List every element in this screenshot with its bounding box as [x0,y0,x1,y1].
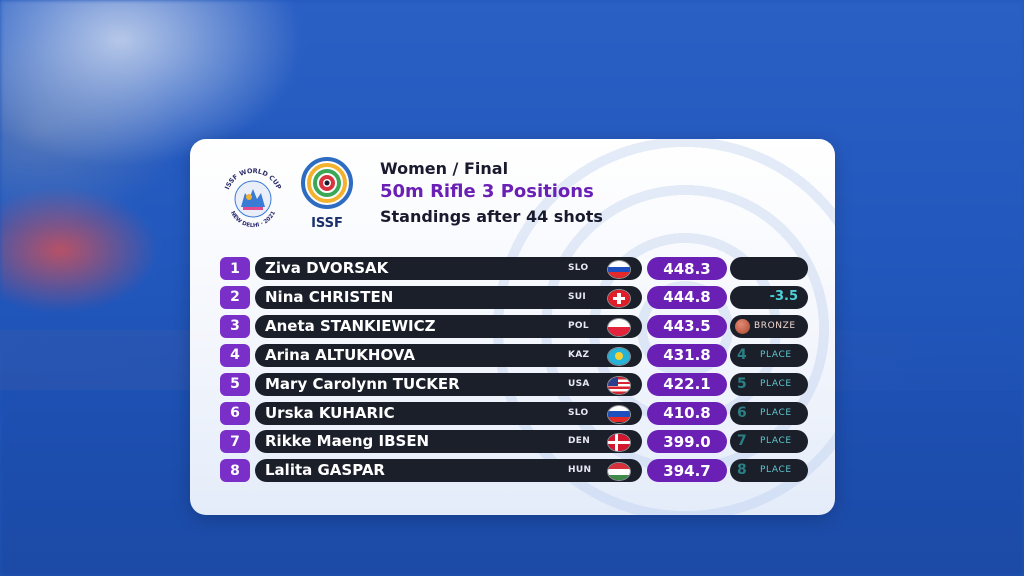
score-value: 443.5 [647,314,727,338]
place-label: PLACE [760,349,792,360]
athlete-name: Lalita GASPAR [265,461,385,480]
status-pill: 4 PLACE [730,343,808,367]
standings-caption: Standings after 44 shots [380,207,603,226]
rank-badge: 4 [220,343,250,367]
nation-code: KAZ [568,349,590,360]
athlete-bar: Nina CHRISTEN SUI [255,285,642,309]
nation-code: DEN [568,436,591,447]
place-number: 4 [737,346,747,363]
place-number: 8 [737,462,747,479]
athlete-name: Arina ALTUKHOVA [265,345,415,364]
score-value: 444.8 [647,285,727,309]
rank-badge: 1 [220,257,250,280]
place-number: 6 [737,404,747,421]
athlete-name: Mary Carolynn TUCKER [265,374,460,393]
denmark-flag-icon [607,433,631,453]
switzerland-flag-icon [607,288,631,308]
rank-badge: 5 [220,372,250,396]
score-value: 422.1 [647,372,727,396]
athlete-bar: Rikke Maeng IBSEN DEN [255,430,642,454]
athlete-bar: Ziva DVORSAK SLO [255,257,642,280]
status-pill: 7 PLACE [730,430,808,454]
athlete-bar: Lalita GASPAR HUN [255,459,642,483]
place-number: 7 [737,433,747,450]
score-value: 410.8 [647,401,727,425]
rank-badge: 6 [220,401,250,425]
nation-code: USA [568,378,590,389]
nation-code: SUI [568,291,587,302]
slovenia-flag-icon [607,404,631,424]
status-pill: 6 PLACE [730,401,808,425]
score-value: 394.7 [647,459,727,483]
score-value: 399.0 [647,430,727,454]
nation-code: SLO [568,263,589,273]
header: Women / Final 50m Rifle 3 Positions Stan… [380,159,603,227]
bronze-medal-icon [735,318,750,334]
rank-badge: 8 [220,459,250,483]
athlete-name: Ziva DVORSAK [265,259,389,277]
place-label: PLACE [760,436,792,447]
slovenia-flag-icon [607,260,631,279]
nation-code: POL [568,320,589,331]
athlete-bar: Arina ALTUKHOVA KAZ [255,343,642,367]
issf-logo: ISSF [301,157,353,231]
score-value: 448.3 [647,257,727,280]
score-value: 431.8 [647,343,727,367]
status-pill: -3.5 [730,285,808,309]
standings-panel: ISSF WORLD CUP NEW DELHI · 2021 ISSF Wom… [190,139,835,515]
status-pill: 8 PLACE [730,459,808,483]
svg-text:ISSF: ISSF [311,216,343,231]
nation-code: HUN [568,465,592,476]
status-pill [730,257,808,280]
athlete-name: Nina CHRISTEN [265,287,394,306]
poland-flag-icon [607,317,631,337]
score-difference: -3.5 [769,288,798,304]
place-label: PLACE [760,465,792,476]
rank-badge: 2 [220,285,250,309]
event-title: 50m Rifle 3 Positions [380,181,594,202]
athlete-bar: Aneta STANKIEWICZ POL [255,314,642,338]
hungary-flag-icon [607,462,631,482]
place-number: 5 [737,375,747,392]
athlete-name: Rikke Maeng IBSEN [265,432,430,451]
athlete-name: Urska KUHARIC [265,403,395,422]
kazakhstan-flag-icon [607,346,631,366]
usa-flag-icon [607,375,631,395]
athlete-name: Aneta STANKIEWICZ [265,316,436,335]
athlete-bar: Urska KUHARIC SLO [255,401,642,425]
nation-code: SLO [568,407,589,418]
medal-label: BRONZE [754,320,796,331]
athlete-bar: Mary Carolynn TUCKER USA [255,372,642,396]
rank-badge: 3 [220,314,250,338]
place-label: PLACE [760,407,792,418]
status-pill: BRONZE [730,314,808,338]
place-label: PLACE [760,378,792,389]
world-cup-logo: ISSF WORLD CUP NEW DELHI · 2021 [223,167,283,229]
competition-subtitle: Women / Final [380,159,509,178]
rank-badge: 7 [220,430,250,454]
status-pill: 5 PLACE [730,372,808,396]
